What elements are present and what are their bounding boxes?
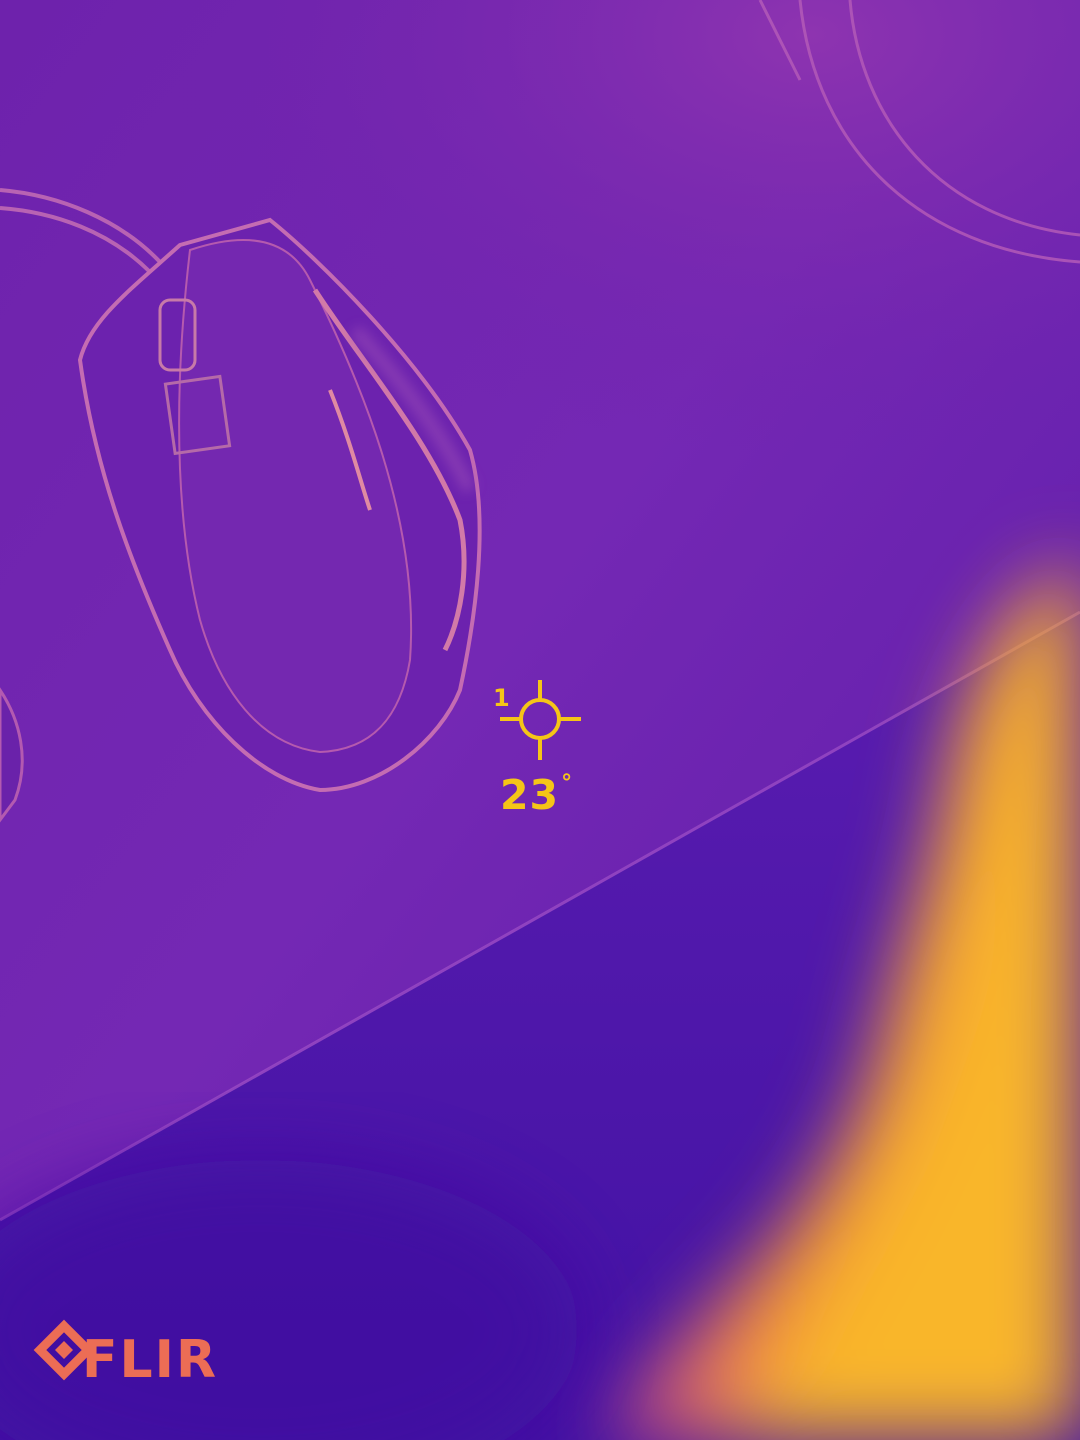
round-object-outline <box>758 0 1080 264</box>
mouse-cable <box>0 188 162 274</box>
left-edge-object <box>0 687 24 823</box>
mouse-body <box>77 217 482 793</box>
temperature-unit: ° <box>561 771 574 796</box>
surface-edge <box>0 610 1080 1222</box>
flir-wordmark: FLIR <box>82 1330 219 1390</box>
spot-meter-crosshair-icon <box>500 680 581 760</box>
spot-temperature-readout: 23° <box>500 773 573 816</box>
flir-diamond-logo-icon <box>33 1319 95 1381</box>
cool-patch <box>0 1160 580 1440</box>
warm-hand-region <box>600 560 1080 1440</box>
spot-meter-id: 1 <box>493 684 510 712</box>
temperature-value: 23 <box>500 771 560 819</box>
